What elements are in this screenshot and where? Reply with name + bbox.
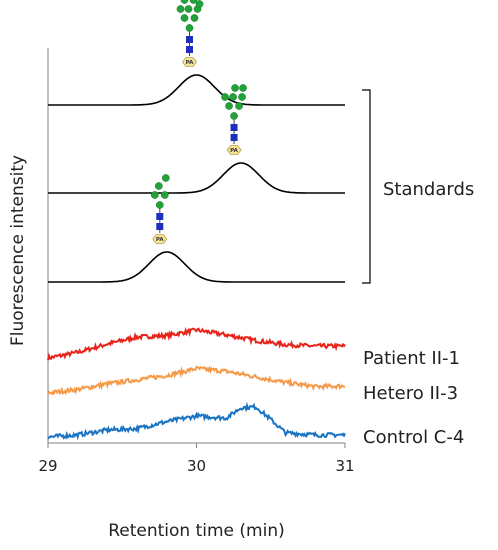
mannose-circle-icon (154, 182, 163, 190)
series-label: Control C-4 (363, 427, 464, 448)
mannose-circle-icon (176, 5, 185, 13)
glycan-structures: PA PA PA (150, 0, 247, 244)
mannose-circle-icon (180, 0, 189, 4)
y-axis-title: Fluorescence intensity (8, 155, 28, 346)
series-label: Patient II-1 (363, 348, 460, 369)
labels: 29 30 31 Retention time (min) Fluorescence i… (8, 89, 474, 541)
pa-tag-icon (181, 57, 198, 67)
glycan-icon: PA (176, 0, 204, 67)
traces (47, 74, 346, 441)
mannose-circle-icon (235, 102, 243, 110)
pa-tag-icon (152, 234, 168, 244)
x-axis-title: Retention time (min) (108, 521, 285, 541)
mannose-circle-icon (195, 0, 204, 8)
mannose-circle-icon (221, 93, 229, 101)
mannose-circle-icon (229, 93, 237, 101)
pa-tag-label: PA (156, 237, 165, 243)
mannose-circle-icon (150, 191, 159, 199)
axes (47, 48, 346, 448)
pa-tag-label: PA (186, 60, 195, 66)
mannose-circle-icon (238, 93, 246, 101)
mannose-circle-icon (155, 201, 164, 209)
x-tick-label: 31 (335, 457, 354, 475)
glcnac-square-icon (156, 223, 164, 230)
mannose-circle-icon (230, 112, 238, 120)
x-tick-label: 30 (187, 457, 206, 475)
mannose-circle-icon (160, 191, 169, 199)
mannose-circle-icon (180, 14, 189, 22)
x-tick-label: 29 (38, 457, 57, 475)
sample-trace-hetero-ii-3 (47, 365, 346, 396)
mannose-circle-icon (190, 14, 199, 22)
glcnac-square-icon (230, 124, 238, 131)
mannose-circle-icon (184, 5, 193, 13)
glcnac-square-icon (186, 36, 193, 43)
mannose-circle-icon (161, 174, 170, 182)
mannose-circle-icon (225, 102, 233, 110)
glcnac-square-icon (186, 46, 193, 53)
mannose-circle-icon (185, 24, 194, 32)
pa-tag-icon (226, 145, 242, 155)
pa-tag-label: PA (230, 148, 239, 154)
standards-bracket (362, 89, 371, 284)
mannose-circle-icon (239, 84, 247, 92)
series-label: Hetero II-3 (363, 383, 458, 404)
glycan-icon: PA (221, 84, 247, 155)
mannose-circle-icon (231, 84, 239, 92)
glcnac-square-icon (230, 134, 238, 141)
standard-trace-3 (48, 251, 345, 283)
sample-trace-patient-ii-1 (47, 326, 346, 361)
mannose-circle-icon (189, 0, 198, 4)
standard-trace-2 (48, 162, 345, 194)
standard-trace-1 (48, 74, 345, 106)
glcnac-square-icon (156, 213, 164, 220)
sample-trace-control-c-4 (47, 401, 346, 441)
standards-label: Standards (383, 179, 474, 200)
glycan-icon: PA (150, 174, 170, 244)
